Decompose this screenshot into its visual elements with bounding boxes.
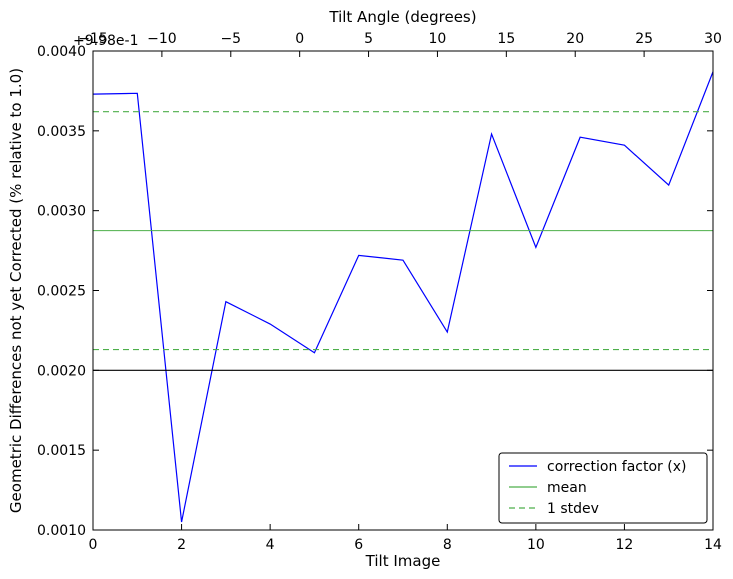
x-tick-label: 2: [177, 537, 186, 553]
legend-entry: mean: [547, 480, 587, 496]
top-tick-label: 15: [497, 31, 515, 47]
y-tick-label: 0.0015: [37, 443, 86, 459]
legend-box: [498, 452, 708, 524]
legend: correction factor (x) mean 1 stdev: [498, 452, 708, 524]
y-tick-label: 0.0040: [37, 44, 86, 60]
legend-entry: correction factor (x): [547, 459, 686, 475]
top-axis-label: Tilt Angle (degrees): [328, 8, 476, 26]
x-axis-label: Tilt Image: [365, 552, 441, 570]
axis-offset-label: +9.98e-1: [73, 33, 138, 49]
top-tick-label: 30: [704, 31, 722, 47]
ticks-layer: 0 2 4 6 8 10 12 14 0.0010 0.0015 0.0020 0.0025 0.003…: [37, 31, 722, 553]
legend-entry: 1 stdev: [547, 501, 599, 517]
top-tick-label: −10: [147, 31, 177, 47]
top-tick-label: 20: [566, 31, 584, 47]
x-tick-label: 10: [527, 537, 545, 553]
top-tick-label: 5: [364, 31, 373, 47]
top-tick-label: 0: [295, 31, 304, 47]
y-tick-label: 0.0030: [37, 204, 86, 220]
series-line-correction-factor: [92, 71, 714, 523]
x-tick-label: 4: [266, 537, 275, 553]
x-tick-label: 0: [89, 537, 98, 553]
y-axis-label: Geometric Differences not yet Corrected …: [7, 68, 25, 513]
y-tick-label: 0.0035: [37, 124, 86, 140]
top-tick-label: −5: [220, 31, 241, 47]
y-tick-label: 0.0025: [37, 284, 86, 300]
y-tick-label: 0.0010: [37, 523, 86, 539]
x-tick-label: 6: [354, 537, 363, 553]
top-tick-label: 25: [635, 31, 653, 47]
top-tick-label: 10: [429, 31, 447, 47]
x-tick-label: 14: [704, 537, 722, 553]
y-tick-label: 0.0020: [37, 363, 86, 379]
x-tick-label: 12: [616, 537, 634, 553]
x-tick-label: 8: [443, 537, 452, 553]
top-tick-label: −15: [78, 31, 108, 47]
data-layer: [92, 71, 714, 523]
